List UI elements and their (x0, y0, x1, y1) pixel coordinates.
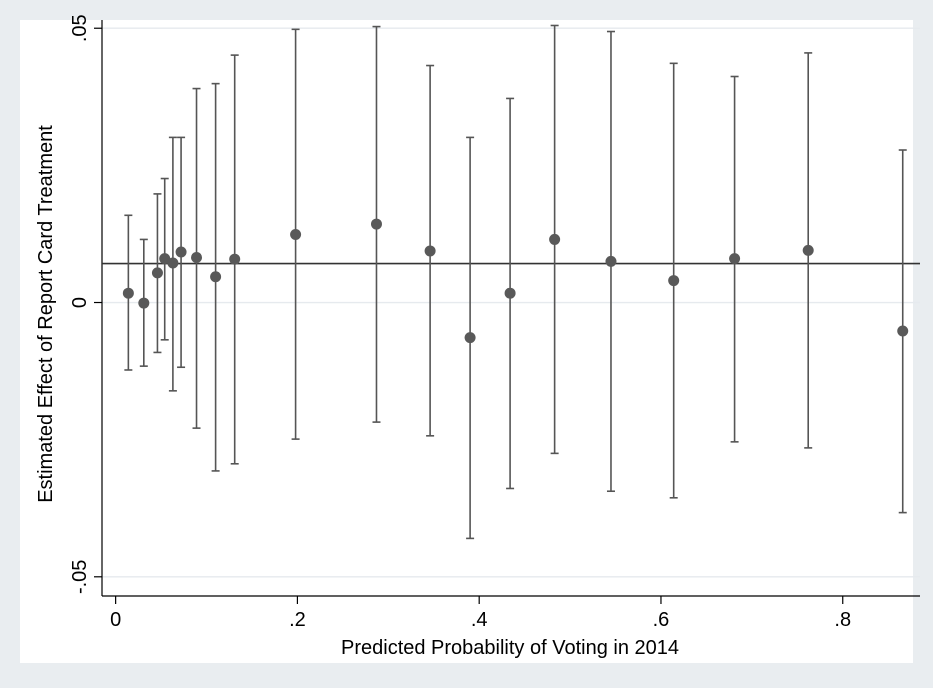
data-point-0 (122, 287, 134, 299)
axes: -.05 0 .05 0 .2 .4 .6 .8 (69, 14, 920, 631)
data-point-6 (191, 252, 203, 264)
x-tick-label-0: 0 (110, 609, 121, 631)
data-point-7 (210, 271, 222, 283)
data-marks (122, 24, 909, 540)
x-axis-label: Predicted Probability of Voting in 2014 (341, 637, 679, 659)
y-axis-label: Estimated Effect of Report Card Treatmen… (35, 125, 57, 503)
data-point-19 (897, 325, 909, 337)
data-point-9 (290, 228, 302, 240)
data-point-3 (159, 253, 171, 265)
data-point-15 (605, 255, 617, 267)
data-point-2 (151, 267, 163, 279)
data-point-5 (175, 246, 187, 258)
x-tick-label-2: .4 (471, 609, 488, 631)
data-point-17 (729, 253, 741, 265)
gridlines (102, 27, 920, 578)
y-tick-label-2: .05 (69, 14, 91, 42)
data-point-13 (504, 287, 516, 299)
data-point-10 (370, 218, 382, 230)
data-point-18 (802, 244, 814, 256)
x-tick-label-1: .2 (289, 609, 306, 631)
data-point-1 (138, 297, 150, 309)
x-tick-label-4: .8 (834, 609, 851, 631)
data-point-12 (464, 332, 476, 344)
data-point-4 (167, 257, 179, 269)
data-point-14 (549, 233, 561, 245)
x-tick-label-3: .6 (653, 609, 670, 631)
data-point-11 (424, 245, 436, 257)
y-tick-label-1: 0 (69, 297, 91, 308)
data-point-8 (229, 253, 241, 265)
data-point-16 (668, 275, 680, 287)
y-tick-label-0: -.05 (69, 560, 91, 594)
